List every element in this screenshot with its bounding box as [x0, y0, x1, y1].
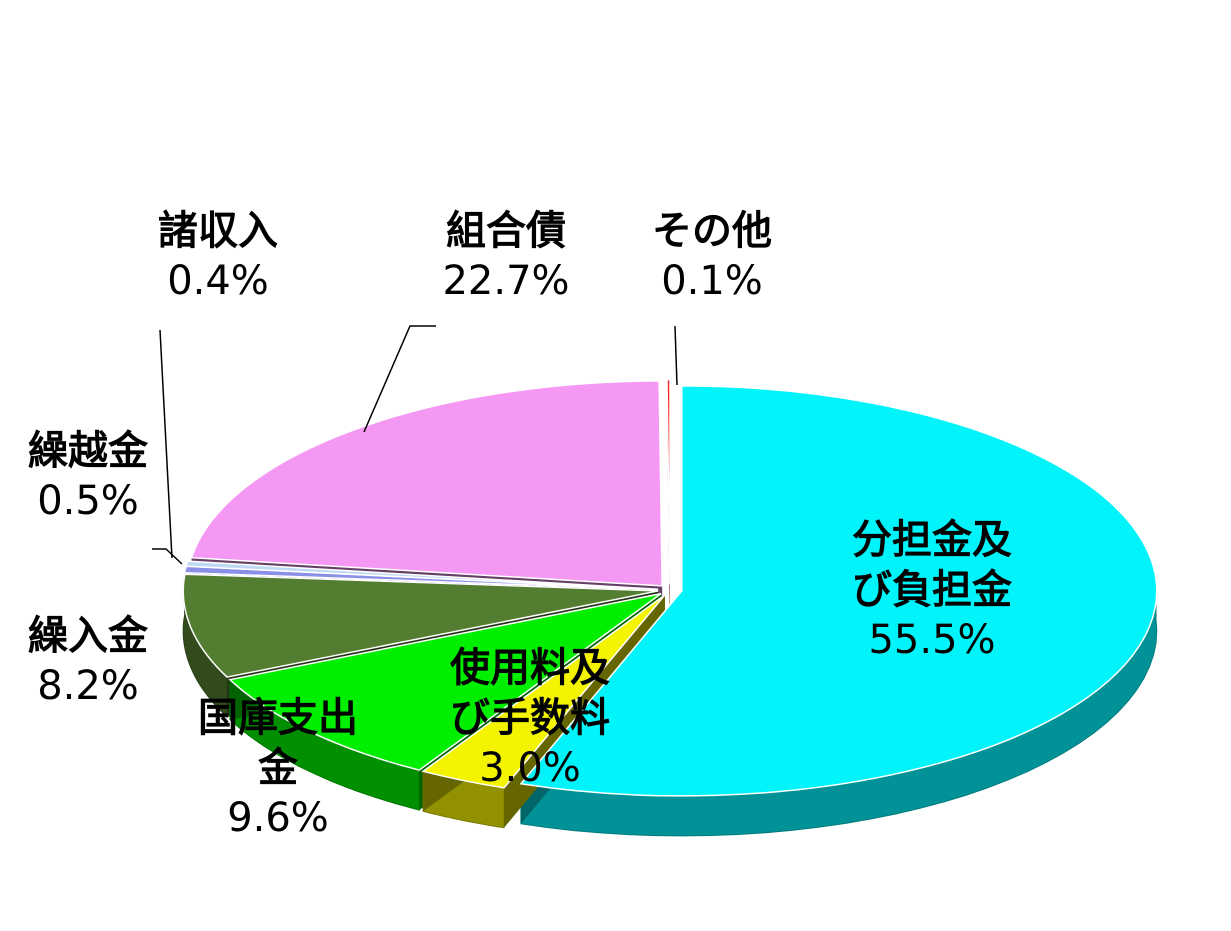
slice-5-name-label: 諸収入 — [158, 208, 278, 254]
slice-2-name-label-1: 金 — [257, 745, 299, 791]
slice-6-name-label: 組合債 — [446, 208, 566, 254]
slice-2-value-label: 9.6% — [227, 795, 329, 841]
slice-1-name-label-1: び手数料 — [450, 695, 610, 741]
slice-6-leader-line — [363, 325, 436, 433]
slice-0-name-label-1: び負担金 — [852, 567, 1013, 613]
slice-0-name-label-0: 分担金及 — [852, 517, 1012, 563]
slice-6-value-label: 22.7% — [442, 258, 569, 304]
slice-5-top — [185, 560, 659, 591]
slice-7-name-label: その他 — [652, 208, 772, 254]
slice-4-leader-line — [152, 548, 183, 565]
pie-tops — [182, 378, 1158, 797]
slice-1-value-label: 3.0% — [479, 745, 581, 791]
slice-4-name-label: 繰越金 — [28, 428, 149, 474]
leader-lines — [152, 325, 678, 565]
slice-1-top — [421, 594, 666, 789]
slice-3-name-label: 繰入金 — [28, 613, 149, 659]
slice-7-value-label: 0.1% — [661, 258, 763, 304]
slice-3-top — [182, 573, 659, 678]
slice-5-leader-line — [159, 329, 173, 559]
slice-3-value-label: 8.2% — [37, 663, 139, 709]
slice-7-top — [666, 378, 671, 585]
slice-4-value-label: 0.5% — [37, 478, 139, 524]
slice-2-name-label-0: 国庫支出 — [198, 695, 358, 741]
slice-2-top — [228, 592, 662, 771]
slice-5-value-label: 0.4% — [167, 258, 269, 304]
slice-0-top — [519, 385, 1158, 797]
slice-0-value-label: 55.5% — [868, 617, 995, 663]
slice-6-top — [190, 380, 663, 587]
slice-1-name-label-0: 使用料及 — [450, 645, 610, 691]
slice-7-leader-line — [674, 325, 678, 386]
